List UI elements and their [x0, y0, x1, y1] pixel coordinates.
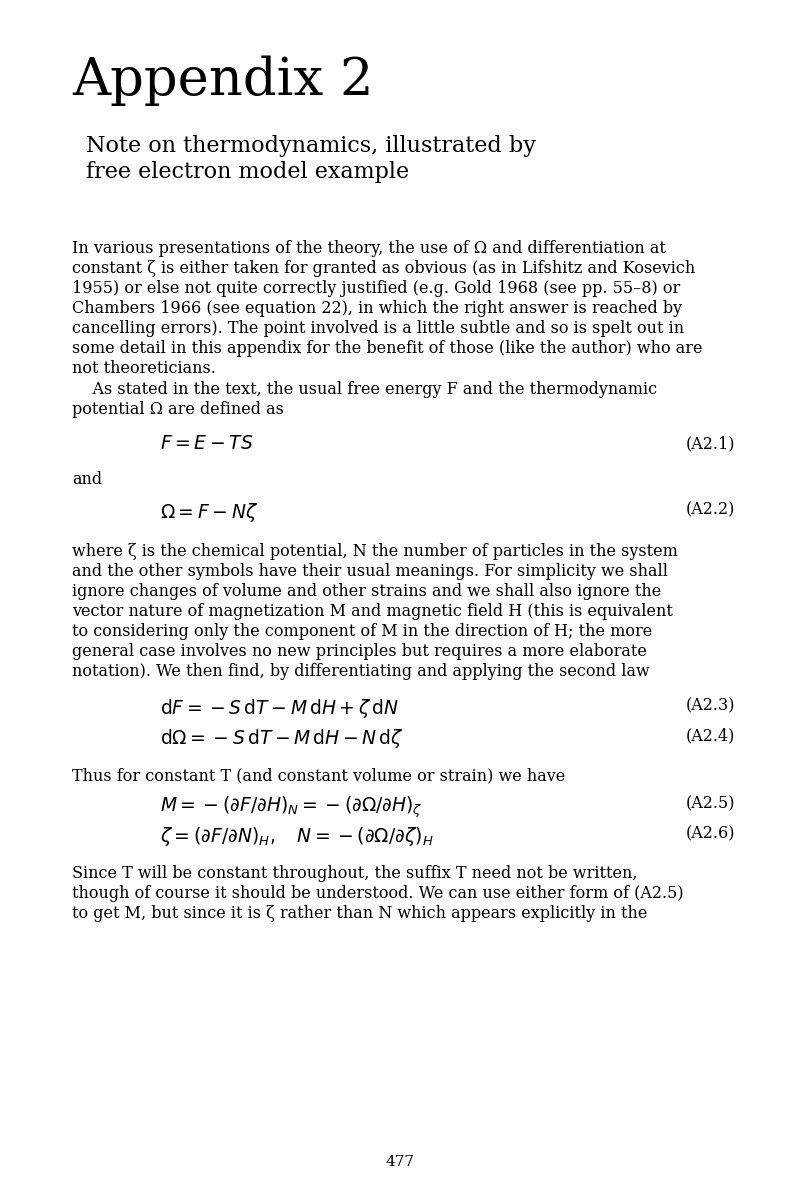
Text: to considering only the component of M in the direction of H; the more: to considering only the component of M i… [72, 623, 652, 640]
Text: Note on thermodynamics, illustrated by: Note on thermodynamics, illustrated by [86, 135, 536, 157]
Text: and the other symbols have their usual meanings. For simplicity we shall: and the other symbols have their usual m… [72, 563, 668, 580]
Text: to get M, but since it is ζ rather than N which appears explicitly in the: to get M, but since it is ζ rather than … [72, 906, 647, 922]
Text: ignore changes of volume and other strains and we shall also ignore the: ignore changes of volume and other strai… [72, 582, 662, 600]
Text: $\Omega = F - N\zeta$: $\Omega = F - N\zeta$ [160, 501, 258, 524]
Text: (A2.6): (A2.6) [686, 825, 735, 842]
Text: In various presentations of the theory, the use of Ω and differentiation at: In various presentations of the theory, … [72, 240, 666, 257]
Text: notation). We then find, by differentiating and applying the second law: notation). We then find, by differentiat… [72, 663, 650, 680]
Text: As stated in the text, the usual free energy F and the thermodynamic: As stated in the text, the usual free en… [72, 381, 657, 398]
Text: where ζ is the chemical potential, N the number of particles in the system: where ζ is the chemical potential, N the… [72, 543, 678, 560]
Text: not theoreticians.: not theoreticians. [72, 360, 216, 377]
Text: 1955) or else not quite correctly justified (e.g. Gold 1968 (see pp. 55–8) or: 1955) or else not quite correctly justif… [72, 280, 680, 297]
Text: (A2.5): (A2.5) [686, 795, 735, 812]
Text: some detail in this appendix for the benefit of those (like the author) who are: some detail in this appendix for the ben… [72, 340, 702, 357]
Text: (A2.1): (A2.1) [686, 435, 735, 452]
Text: $\zeta = (\partial F/\partial N)_H, \quad N = -(\partial\Omega/\partial\zeta)_H$: $\zeta = (\partial F/\partial N)_H, \qua… [160, 825, 433, 848]
Text: general case involves no new principles but requires a more elaborate: general case involves no new principles … [72, 643, 647, 661]
Text: (A2.2): (A2.2) [686, 501, 735, 518]
Text: 477: 477 [385, 1155, 414, 1169]
Text: Since T will be constant throughout, the suffix T need not be written,: Since T will be constant throughout, the… [72, 865, 638, 882]
Text: constant ζ is either taken for granted as obvious (as in Lifshitz and Kosevich: constant ζ is either taken for granted a… [72, 259, 695, 277]
Text: (A2.3): (A2.3) [686, 697, 735, 715]
Text: though of course it should be understood. We can use either form of (A2.5): though of course it should be understood… [72, 885, 683, 902]
Text: Appendix 2: Appendix 2 [72, 55, 373, 106]
Text: Thus for constant T (and constant volume or strain) we have: Thus for constant T (and constant volume… [72, 767, 566, 784]
Text: and: and [72, 471, 102, 488]
Text: $F = E - TS$: $F = E - TS$ [160, 435, 253, 453]
Text: $\mathrm{d}\Omega = -S\,\mathrm{d}T - M\,\mathrm{d}H - N\,\mathrm{d}\zeta$: $\mathrm{d}\Omega = -S\,\mathrm{d}T - M\… [160, 727, 404, 749]
Text: free electron model example: free electron model example [86, 161, 409, 183]
Text: $M = -(\partial F/\partial H)_N = -(\partial\Omega/\partial H)_\zeta$: $M = -(\partial F/\partial H)_N = -(\par… [160, 795, 423, 820]
Text: vector nature of magnetization M and magnetic field H (this is equivalent: vector nature of magnetization M and mag… [72, 603, 673, 620]
Text: $\mathrm{d}F = -S\,\mathrm{d}T - M\,\mathrm{d}H + \zeta\,\mathrm{d}N$: $\mathrm{d}F = -S\,\mathrm{d}T - M\,\mat… [160, 697, 399, 721]
Text: cancelling errors). The point involved is a little subtle and so is spelt out in: cancelling errors). The point involved i… [72, 319, 684, 337]
Text: potential Ω are defined as: potential Ω are defined as [72, 401, 284, 418]
Text: (A2.4): (A2.4) [686, 727, 735, 743]
Text: Chambers 1966 (see equation 22), in which the right answer is reached by: Chambers 1966 (see equation 22), in whic… [72, 300, 682, 317]
